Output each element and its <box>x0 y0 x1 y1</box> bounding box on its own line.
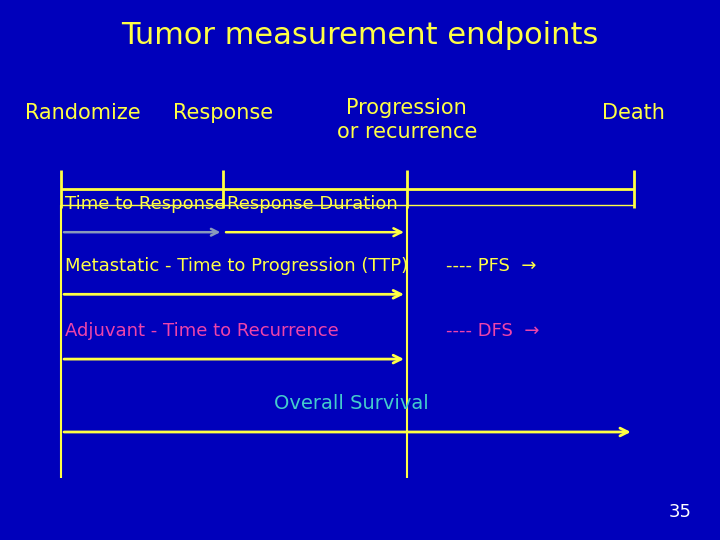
Text: 35: 35 <box>668 503 691 521</box>
Text: Adjuvant - Time to Recurrence: Adjuvant - Time to Recurrence <box>65 322 338 340</box>
Text: Metastatic - Time to Progression (TTP): Metastatic - Time to Progression (TTP) <box>65 258 408 275</box>
Text: Overall Survival: Overall Survival <box>274 394 428 413</box>
Text: Death: Death <box>602 103 665 124</box>
Text: ---- DFS  →: ---- DFS → <box>446 322 540 340</box>
Text: Response: Response <box>173 103 274 124</box>
Text: or recurrence: or recurrence <box>337 122 477 143</box>
Text: Tumor measurement endpoints: Tumor measurement endpoints <box>121 21 599 50</box>
Text: Response Duration: Response Duration <box>227 195 397 213</box>
Text: Time to Response: Time to Response <box>65 195 225 213</box>
Text: Progression: Progression <box>346 98 467 118</box>
Text: ---- PFS  →: ---- PFS → <box>446 258 537 275</box>
Text: Randomize: Randomize <box>25 103 140 124</box>
